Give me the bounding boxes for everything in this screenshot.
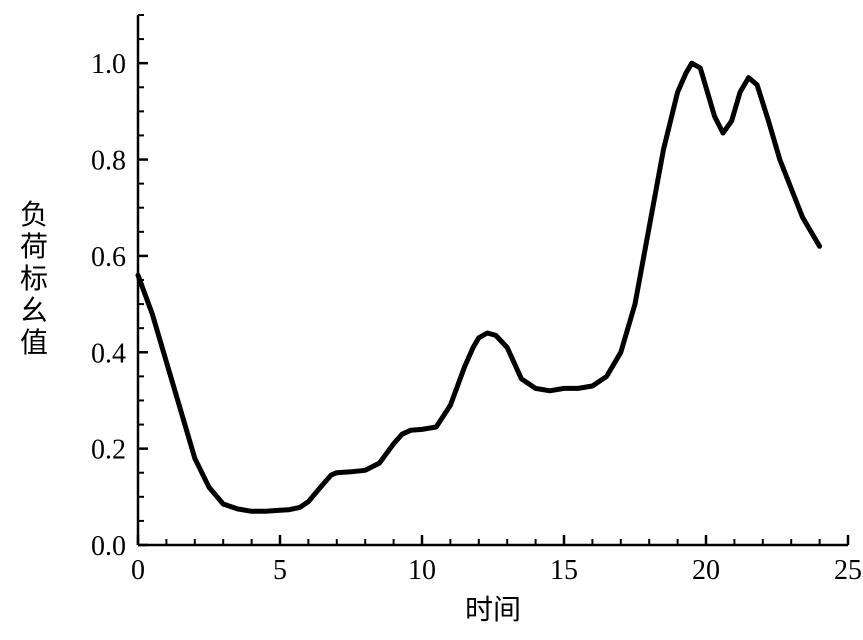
- y-tick-label: 1.0: [91, 49, 126, 80]
- x-axis-label: 时间: [465, 594, 521, 626]
- line-chart: 0 5 10 15 20 25 0.0 0.2 0.4 0.6 0.8 1.0 时间 负荷标幺值: [0, 0, 863, 640]
- x-tick-label: 0: [131, 555, 145, 586]
- y-axis-label-char: 负: [20, 199, 48, 231]
- y-tick-label: 0.4: [91, 338, 126, 369]
- y-tick-label: 0.2: [91, 435, 126, 466]
- chart-container: 0 5 10 15 20 25 0.0 0.2 0.4 0.6 0.8 1.0 时间 负荷标幺值: [0, 0, 863, 640]
- y-axis-label-char: 值: [20, 327, 48, 359]
- y-axis-label-char: 标: [20, 263, 48, 295]
- x-tick-label: 10: [408, 555, 436, 586]
- y-axis-label-char: 荷: [20, 231, 48, 263]
- y-axis-label-char: 幺: [20, 295, 48, 327]
- x-tick-label: 20: [692, 555, 720, 586]
- y-tick-label: 0.8: [91, 146, 126, 177]
- x-tick-label: 5: [273, 555, 287, 586]
- x-tick-label: 15: [550, 555, 578, 586]
- y-tick-label: 0.6: [91, 242, 126, 273]
- x-tick-label: 25: [834, 555, 862, 586]
- y-tick-label: 0.0: [91, 531, 126, 562]
